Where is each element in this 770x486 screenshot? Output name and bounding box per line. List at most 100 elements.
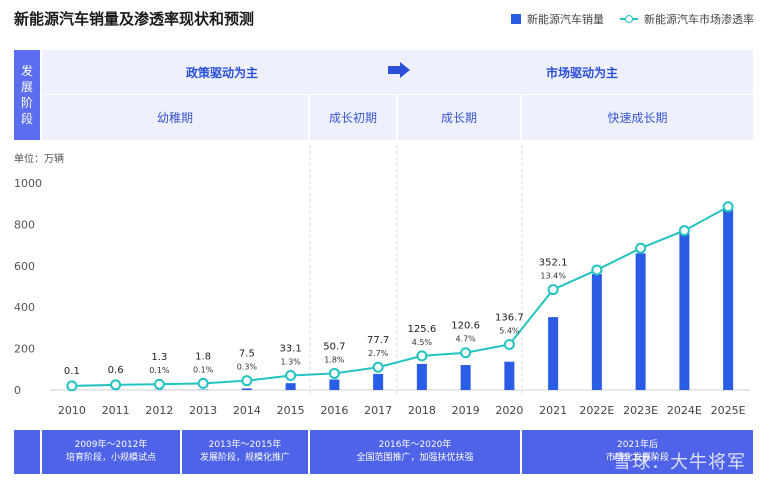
footer-period-1-years: 2009年～2012年	[74, 440, 148, 450]
footer-period-3: 2016年～2020年 全国范围推广，加强扶优扶强	[310, 430, 520, 474]
legend-bar-swatch	[511, 14, 521, 24]
legend-bar-label: 新能源汽车销量	[527, 13, 604, 26]
footer-period-4: 2021年后 市场化发展阶段	[522, 430, 753, 474]
bar	[329, 379, 340, 390]
bar-value-label: 7.5	[239, 349, 255, 360]
x-tick-label: 2023E	[623, 404, 658, 417]
x-tick-label: 2024E	[667, 404, 702, 417]
footer-period-1: 2009年～2012年 培育阶段，小规模试点	[42, 430, 180, 474]
chart-title: 新能源汽车销量及渗透率现状和预测	[14, 10, 255, 28]
x-tick-label: 2014	[233, 404, 261, 417]
bar-value-label: 50.7	[323, 341, 345, 352]
penetration-point	[722, 201, 734, 213]
legend-line-label: 新能源汽车市场渗透率	[644, 13, 754, 26]
bar-value-label: 352.1	[539, 258, 568, 269]
x-tick-label: 2018	[408, 404, 436, 417]
bar-value-label: 1.3	[151, 352, 167, 363]
policy-right-label: 市场驱动为主	[545, 66, 618, 80]
footer-period-3-years: 2016年～2020年	[378, 440, 452, 450]
x-tick-label: 2021	[539, 404, 567, 417]
bar	[679, 232, 690, 390]
penetration-point	[460, 347, 472, 359]
right-arrow-icon	[388, 62, 410, 78]
watermark: 雪球：大牛将军	[613, 452, 746, 473]
penetration-value-label: 0.3%	[237, 363, 258, 372]
legend-item-sales: 新能源汽车销量	[511, 11, 604, 27]
penetration-value-label: 0.1%	[193, 365, 214, 374]
stage-infancy: 幼稚期	[42, 95, 308, 140]
penetration-point	[328, 367, 340, 379]
bar	[548, 317, 559, 390]
bar-value-label: 1.8	[195, 351, 211, 362]
legend-line-swatch	[620, 14, 638, 24]
x-tick-label: 2013	[189, 404, 217, 417]
penetration-point	[372, 361, 384, 373]
bar	[723, 209, 734, 390]
policy-row: 政策驱动为主 市场驱动为主	[42, 50, 753, 94]
bar-value-label: 0.6	[108, 365, 124, 376]
footer-period-2-years: 2013年～2015年	[208, 440, 282, 450]
penetration-line	[71, 205, 729, 387]
penetration-value-label: 5.4%	[499, 326, 520, 335]
x-tick-label: 2015	[277, 404, 305, 417]
unit-label: 单位：万辆	[14, 154, 64, 165]
x-tick-label: 2012	[145, 404, 173, 417]
penetration-point	[416, 350, 428, 362]
footer-row: 2009年～2012年 培育阶段，小规模试点 2013年～2015年 发展阶段，…	[14, 430, 753, 474]
policy-left-label: 政策驱动为主	[185, 66, 258, 80]
penetration-point	[591, 264, 603, 276]
x-tick-label: 2017	[364, 404, 392, 417]
stage-rapid-growth: 快速成长期	[522, 95, 753, 140]
y-tick-label: 0	[14, 384, 21, 397]
y-tick-label: 800	[14, 218, 35, 231]
phase-label: 发展阶段	[14, 50, 40, 140]
penetration-point	[110, 379, 122, 391]
footer-period-2-desc: 发展阶段，规模化推广	[199, 453, 290, 463]
x-tick-label: 2019	[452, 404, 480, 417]
phase-label-text: 发展阶段	[20, 64, 33, 126]
bar-value-label: 125.6	[408, 324, 437, 335]
penetration-point	[197, 377, 209, 389]
bar	[635, 253, 646, 390]
x-tick-label: 2025E	[711, 404, 746, 417]
x-tick-label: 2016	[320, 404, 348, 417]
bar-value-label: 33.1	[279, 344, 301, 355]
footer-corner	[14, 430, 40, 474]
penetration-value-label: 0.1%	[149, 366, 170, 375]
x-tick-label: 2020	[495, 404, 523, 417]
penetration-point	[66, 380, 78, 392]
y-tick-label: 400	[14, 301, 35, 314]
footer-period-3-desc: 全国范围推广，加强扶优扶强	[356, 453, 474, 463]
x-tick-label: 2022E	[579, 404, 614, 417]
penetration-value-label: 2.7%	[368, 349, 389, 358]
stage-early-growth: 成长初期	[310, 95, 396, 140]
penetration-point	[547, 284, 559, 296]
x-tick-label: 2011	[102, 404, 130, 417]
legend-item-penetration: 新能源汽车市场渗透率	[620, 11, 754, 27]
stage-row: 幼稚期 成长初期 成长期 快速成长期	[42, 95, 753, 140]
bar	[285, 383, 296, 390]
bar	[460, 365, 471, 390]
penetration-value-label: 1.8%	[324, 355, 345, 364]
stage-growth: 成长期	[398, 95, 520, 140]
penetration-value-label: 4.7%	[455, 335, 476, 344]
y-tick-label: 600	[14, 260, 35, 273]
footer-period-1-desc: 培育阶段，小规模试点	[65, 453, 156, 463]
footer-period-4-years: 2021年后	[617, 440, 658, 450]
bar	[504, 361, 515, 390]
y-tick-label: 1000	[14, 177, 42, 190]
bar-value-label: 120.6	[451, 321, 480, 332]
bar-value-label: 77.7	[367, 335, 389, 346]
penetration-point	[503, 338, 515, 350]
penetration-point	[678, 225, 690, 237]
penetration-point	[153, 378, 165, 390]
penetration-point	[241, 375, 253, 387]
bar	[416, 364, 427, 390]
penetration-value-label: 13.4%	[540, 272, 566, 281]
bar-value-label: 136.7	[495, 312, 524, 323]
penetration-value-label: 4.5%	[412, 338, 433, 347]
penetration-point	[635, 242, 647, 254]
chart-legend: 新能源汽车销量 新能源汽车市场渗透率	[511, 11, 754, 27]
bar	[591, 274, 602, 390]
x-tick-label: 2010	[58, 404, 86, 417]
